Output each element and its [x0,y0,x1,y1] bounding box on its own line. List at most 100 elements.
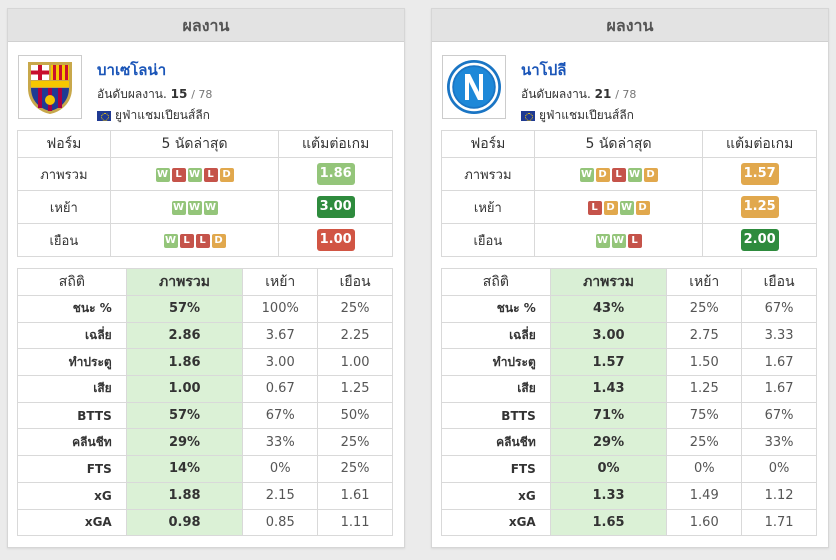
stats-header-away: เยือน [741,268,817,296]
stat-home: 2.15 [242,481,319,510]
stat-label: xGA [17,508,127,537]
stats-row: xGA 1.65 1.60 1.71 [441,508,817,537]
form-header-form: ฟอร์ม [441,130,535,158]
stat-label: ทำประตู [441,348,551,377]
league-info: ยูฟ่าแชมเปียนส์ลีก [97,106,210,125]
stat-overall: 14% [125,455,244,483]
result-badge[interactable]: D [635,201,650,215]
result-badge[interactable]: W [171,201,186,215]
stat-home: 3.00 [242,348,319,377]
stat-overall: 0% [549,455,668,483]
stat-away: 1.11 [317,508,393,537]
panel-title: ผลงาน [8,9,404,42]
form-row-label: เหย้า [17,190,111,224]
stat-overall: 0.98 [125,508,244,537]
result-badge[interactable]: L [203,168,218,182]
stat-overall: 3.00 [549,321,668,350]
stats-row: เสีย 1.00 0.67 1.25 [17,375,393,403]
stats-row: ทำประตู 1.57 1.50 1.67 [441,348,817,377]
stat-label: เฉลี่ย [17,321,127,350]
form-row: เยือน W W L 2.00 [441,223,817,257]
stat-away: 67% [741,295,817,323]
ppg-badge: 1.25 [740,196,779,218]
rank-value: 15 [170,87,188,101]
form-row-label: ภาพรวม [17,157,111,191]
result-badge[interactable]: L [611,168,626,182]
result-badge[interactable]: W [611,234,626,248]
stat-home: 1.49 [666,481,743,510]
result-badge[interactable]: L [179,234,194,248]
stat-away: 1.61 [317,481,393,510]
stat-overall: 2.86 [125,321,244,350]
result-badge[interactable]: D [211,234,226,248]
result-badge[interactable]: W [619,201,634,215]
result-badge[interactable]: W [579,168,594,182]
rank-total: / 78 [191,88,213,101]
stats-table: สถิติ ภาพรวม เหย้า เยือน ชนะ % 57% 100% 25%… [17,268,393,537]
league-name[interactable]: ยูฟ่าแชมเปียนส์ลีก [115,108,210,122]
rank-total: / 78 [615,88,637,101]
result-badge[interactable]: W [163,234,178,248]
stat-away: 33% [741,428,817,457]
stat-away: 1.67 [741,348,817,377]
ppg-badge: 3.00 [316,196,355,218]
stat-overall: 1.57 [549,348,668,377]
result-badge[interactable]: L [627,234,642,248]
stats-row: xGA 0.98 0.85 1.11 [17,508,393,537]
stats-row: BTTS 57% 67% 50% [17,401,393,430]
stat-overall: 29% [549,428,668,457]
stat-overall: 1.65 [549,508,668,537]
stats-row: FTS 0% 0% 0% [441,455,817,483]
form-row: ภาพรวม W D L W D 1.57 [441,157,817,191]
stat-overall: 1.33 [549,481,668,510]
stat-label: BTTS [17,401,127,430]
result-badge[interactable]: W [627,168,642,182]
form-header-last5: 5 นัดล่าสุด [109,130,280,158]
result-badge[interactable]: L [171,168,186,182]
result-badge[interactable]: D [595,168,610,182]
ppg-badge: 1.00 [316,229,355,251]
stat-home: 67% [242,401,319,430]
result-badge[interactable]: D [219,168,234,182]
result-badge[interactable]: L [587,201,602,215]
ppg-cell: 1.00 [278,223,393,257]
result-badge[interactable]: D [603,201,618,215]
stats-row: เฉลี่ย 2.86 3.67 2.25 [17,321,393,350]
stats-header-home: เหย้า [666,268,743,296]
result-badge[interactable]: W [595,234,610,248]
result-badge[interactable]: W [203,201,218,215]
result-badge[interactable]: L [195,234,210,248]
stat-away: 1.12 [741,481,817,510]
team-name-link[interactable]: นาโปลี [521,61,567,79]
league-name[interactable]: ยูฟ่าแชมเปียนส์ลีก [539,108,634,122]
stats-row: เฉลี่ย 3.00 2.75 3.33 [441,321,817,350]
stat-away: 2.25 [317,321,393,350]
team-logo[interactable] [442,55,506,119]
stats-header-home: เหย้า [242,268,319,296]
rank-value: 21 [594,87,612,101]
stat-overall: 43% [549,295,668,323]
result-badge[interactable]: W [187,201,202,215]
result-badge[interactable]: D [643,168,658,182]
result-badge[interactable]: W [187,168,202,182]
ppg-badge: 1.57 [740,163,779,185]
team-name-link[interactable]: บาเซโลน่า [97,61,167,79]
stat-away: 50% [317,401,393,430]
stat-home: 2.75 [666,321,743,350]
stat-home: 75% [666,401,743,430]
form-table: ฟอร์ม 5 นัดล่าสุด แต้มต่อเกม ภาพรวม W L W L D… [17,130,393,257]
stat-home: 0% [666,455,743,483]
stat-home: 0% [242,455,319,483]
stat-home: 3.67 [242,321,319,350]
stat-away: 25% [317,428,393,457]
team-logo[interactable] [18,55,82,119]
form-table: ฟอร์ม 5 นัดล่าสุด แต้มต่อเกม ภาพรวม W D L W D… [441,130,817,257]
ppg-cell: 3.00 [278,190,393,224]
stat-overall: 1.88 [125,481,244,510]
form-row-label: ภาพรวม [441,157,535,191]
stat-home: 1.50 [666,348,743,377]
stat-overall: 71% [549,401,668,430]
result-badge[interactable]: W [155,168,170,182]
stats-header-stat: สถิติ [441,268,551,296]
